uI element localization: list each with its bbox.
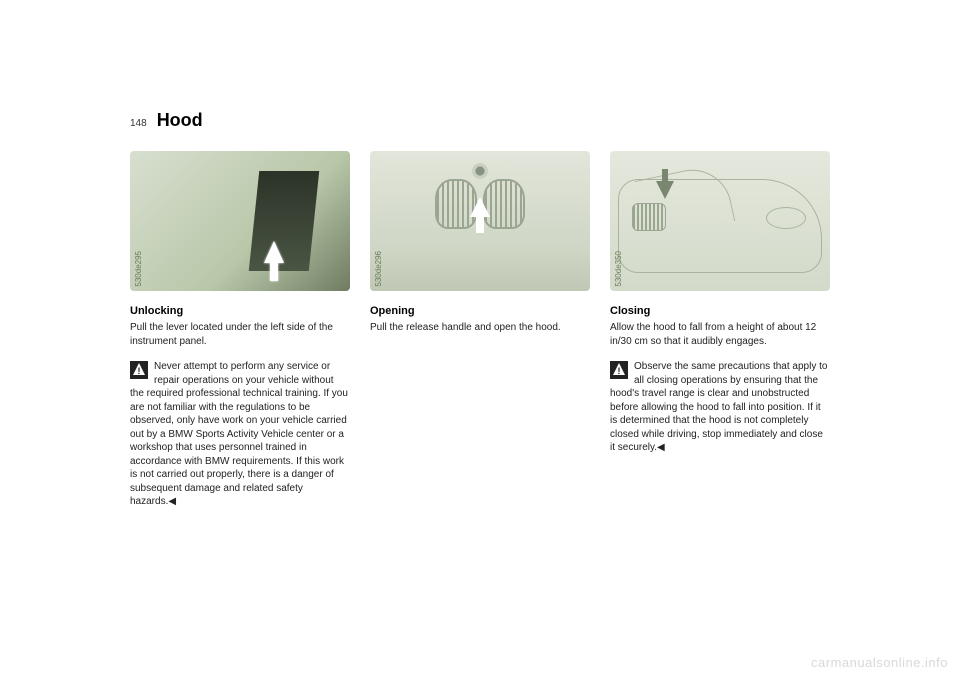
page-header: 148 Hood xyxy=(130,110,840,131)
text-opening-intro: Pull the release handle and open the hoo… xyxy=(370,321,590,335)
arrow-down-icon xyxy=(656,181,674,199)
warning-icon xyxy=(610,361,628,379)
subheading-closing: Closing xyxy=(610,305,830,317)
illustration-closing: 530de350 xyxy=(610,151,830,291)
image-id: 530de295 xyxy=(134,251,143,287)
page-number: 148 xyxy=(130,118,147,129)
image-id: 530de296 xyxy=(374,251,383,287)
headlight-icon xyxy=(766,207,806,229)
illustration-unlocking: 530de295 xyxy=(130,151,350,291)
page-title: Hood xyxy=(157,110,203,131)
bmw-badge-icon xyxy=(472,163,488,179)
subheading-opening: Opening xyxy=(370,305,590,317)
grille-icon xyxy=(632,203,666,231)
column-unlocking: 530de295 Unlocking Pull the lever locate… xyxy=(130,151,350,509)
warning-unlocking: Never attempt to perform any service or … xyxy=(130,360,350,509)
warning-text: Observe the same precautions that apply … xyxy=(610,361,827,453)
image-id: 530de350 xyxy=(614,251,623,287)
arrow-up-icon xyxy=(264,241,284,263)
watermark: carmanualsonline.info xyxy=(811,655,948,670)
manual-page: 148 Hood 530de295 Unlocking Pull the lev… xyxy=(130,110,840,509)
subheading-unlocking: Unlocking xyxy=(130,305,350,317)
column-opening: 530de296 Opening Pull the release handle… xyxy=(370,151,590,509)
text-closing-intro: Allow the hood to fall from a height of … xyxy=(610,321,830,348)
text-unlocking-intro: Pull the lever located under the left si… xyxy=(130,321,350,348)
warning-icon xyxy=(130,361,148,379)
column-closing: 530de350 Closing Allow the hood to fall … xyxy=(610,151,830,509)
arrow-up-icon xyxy=(470,197,490,217)
warning-closing: Observe the same precautions that apply … xyxy=(610,360,830,455)
content-columns: 530de295 Unlocking Pull the lever locate… xyxy=(130,151,840,509)
warning-text: Never attempt to perform any service or … xyxy=(130,361,348,507)
illustration-opening: 530de296 xyxy=(370,151,590,291)
